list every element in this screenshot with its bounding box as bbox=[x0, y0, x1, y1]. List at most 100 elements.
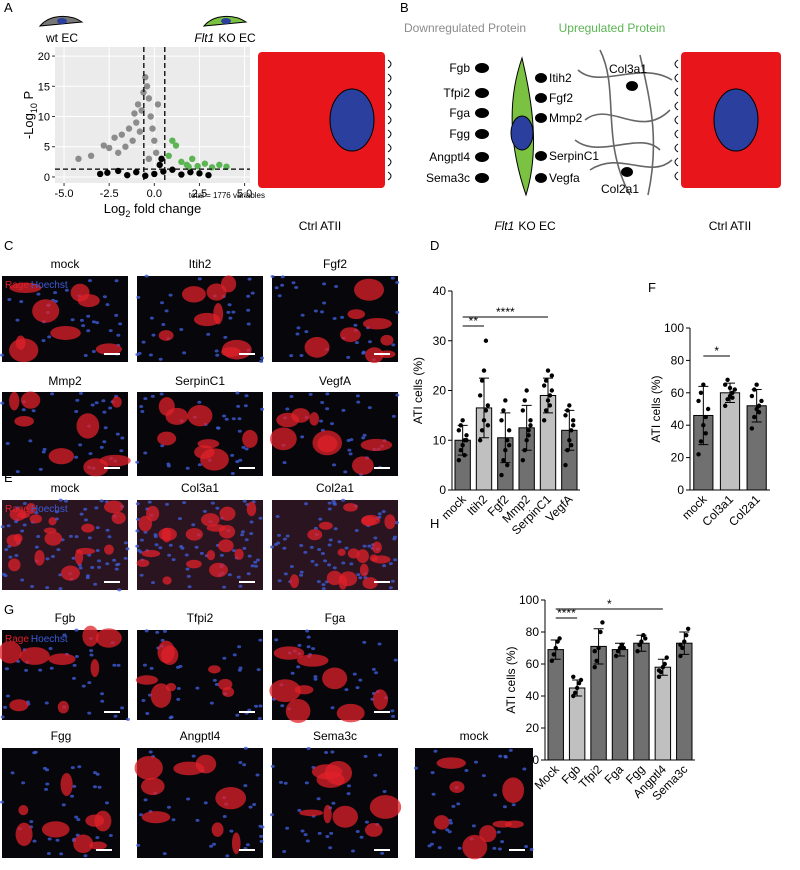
cell-blob bbox=[352, 456, 374, 475]
nucleus-dot bbox=[227, 303, 232, 307]
nucleus-dot bbox=[492, 846, 497, 850]
data-point bbox=[723, 382, 728, 387]
nucleus-dot bbox=[295, 332, 300, 336]
cell-blob bbox=[285, 698, 311, 724]
nucleus-dot bbox=[237, 645, 242, 649]
nucleus-dot bbox=[321, 583, 326, 587]
data-point bbox=[752, 414, 757, 420]
nucleus-dot bbox=[74, 655, 79, 659]
nucleus-dot bbox=[500, 840, 505, 844]
nucleus-dot bbox=[141, 340, 146, 344]
x-tick-label: Col2a1 bbox=[726, 492, 763, 529]
nucleus-dot bbox=[373, 536, 378, 540]
legend-up: Upregulated Protein bbox=[559, 21, 666, 35]
data-point bbox=[682, 639, 687, 644]
image-label: Itih2 bbox=[189, 257, 212, 271]
nucleus-dot bbox=[21, 408, 26, 412]
nucleus-dot bbox=[341, 408, 346, 412]
data-point bbox=[565, 448, 570, 453]
nucleus-dot bbox=[313, 309, 318, 313]
nucleus-dot bbox=[144, 629, 149, 633]
nucleus-dot bbox=[222, 585, 227, 589]
nucleus-dot bbox=[0, 401, 5, 405]
cell-blob bbox=[218, 539, 234, 553]
data-point bbox=[142, 172, 149, 179]
nucleus-dot bbox=[215, 426, 220, 430]
cell-blob bbox=[94, 810, 112, 832]
cell-blob bbox=[75, 547, 96, 555]
nucleus-dot bbox=[78, 566, 83, 570]
nucleus-dot bbox=[59, 852, 64, 856]
nucleus-dot bbox=[299, 570, 304, 574]
data-point bbox=[189, 155, 196, 163]
cell-icon-nucleus bbox=[57, 18, 67, 24]
cell-blob bbox=[162, 576, 172, 585]
data-point bbox=[506, 443, 512, 448]
nucleus-dot bbox=[325, 835, 330, 839]
header-label: wt EC bbox=[45, 31, 78, 45]
protein-label: Fgb bbox=[449, 61, 470, 75]
nucleus-dot bbox=[79, 318, 84, 322]
nucleus-dot bbox=[176, 687, 181, 691]
nucleus-ec bbox=[510, 115, 534, 151]
y-tick-label: 0 bbox=[44, 172, 50, 184]
data-point bbox=[615, 649, 621, 654]
nucleus-dot bbox=[362, 640, 367, 644]
nucleus-dot bbox=[45, 782, 50, 786]
nucleus-dot bbox=[78, 391, 83, 395]
cell-blob bbox=[221, 339, 252, 360]
data-point bbox=[545, 368, 551, 373]
nucleus-dot bbox=[144, 274, 149, 278]
y-axis-label-part: -Log bbox=[21, 113, 36, 139]
stain-label-part: Hoechst bbox=[31, 634, 68, 645]
nucleus-dot bbox=[309, 545, 314, 549]
y-tick-label: 40 bbox=[526, 689, 540, 703]
x-axis-label-part: fold change bbox=[130, 201, 201, 216]
panel-letter: A bbox=[4, 0, 13, 15]
data-point bbox=[685, 626, 691, 631]
protein-dot bbox=[475, 108, 489, 118]
nucleus-dot bbox=[93, 582, 98, 586]
nucleus-dot bbox=[481, 774, 486, 778]
nucleus-dot bbox=[334, 285, 339, 289]
y-tick-label: 80 bbox=[526, 625, 540, 639]
cell-blob bbox=[365, 347, 384, 364]
nucleus-dot bbox=[328, 846, 333, 850]
cell-blob bbox=[141, 811, 171, 824]
data-point bbox=[479, 428, 485, 433]
cell-blob bbox=[332, 805, 358, 828]
nucleus-dot bbox=[346, 792, 351, 796]
nucleus-dot bbox=[377, 642, 382, 646]
data-point bbox=[549, 388, 555, 393]
nucleus-dot bbox=[245, 843, 250, 847]
cell-blob bbox=[48, 448, 75, 465]
data-point bbox=[541, 418, 547, 423]
nucleus-dot bbox=[333, 527, 338, 531]
data-point bbox=[754, 382, 759, 387]
nucleus-dot bbox=[297, 643, 302, 647]
nucleus-dot bbox=[158, 357, 163, 361]
nucleus-dot bbox=[162, 852, 167, 856]
cell-blob bbox=[215, 786, 247, 810]
nucleus-dot bbox=[358, 678, 363, 682]
data-point bbox=[563, 413, 568, 418]
nucleus-dot bbox=[47, 335, 52, 339]
nucleus-dot bbox=[508, 748, 513, 752]
data-point bbox=[680, 645, 685, 651]
nucleus-dot bbox=[305, 629, 310, 633]
nucleus-dot bbox=[380, 851, 385, 855]
nucleus-dot bbox=[6, 524, 11, 528]
nucleus-dot bbox=[299, 353, 304, 357]
cell-blob bbox=[362, 577, 378, 590]
x-tick-label: 2.5 bbox=[192, 188, 207, 200]
panel-letter: E bbox=[4, 470, 13, 485]
y-tick-label: 80 bbox=[671, 353, 685, 367]
data-point bbox=[570, 423, 576, 428]
nucleus-dot bbox=[87, 536, 92, 540]
nucleus-dot bbox=[308, 392, 313, 396]
cell-blob bbox=[185, 527, 203, 541]
nucleus-dot bbox=[32, 839, 37, 843]
cell-blob bbox=[135, 675, 159, 685]
nucleus-dot bbox=[503, 754, 508, 758]
